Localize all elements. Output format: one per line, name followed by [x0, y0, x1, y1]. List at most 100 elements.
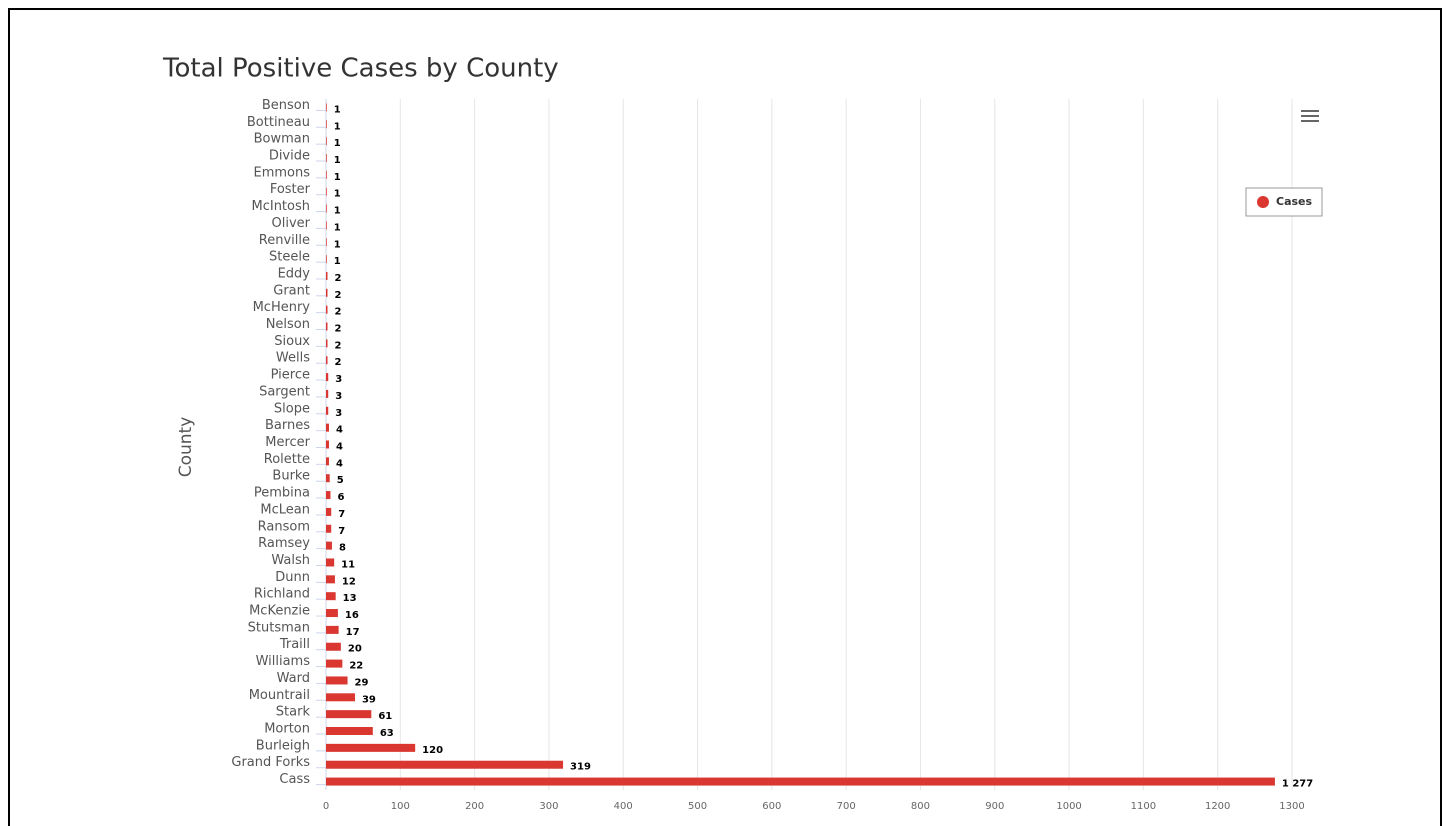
y-axis-title: County [176, 417, 196, 478]
bar [326, 204, 327, 213]
y-tick-label: Traill [279, 637, 310, 652]
bar [326, 693, 355, 702]
chart-title: Total Positive Cases by County [162, 54, 559, 84]
data-label: 1 [334, 138, 341, 149]
y-tick-label: Slope [274, 401, 310, 416]
y-tick-label: Bowman [254, 132, 310, 147]
y-tick-label: McKenzie [249, 604, 310, 619]
x-tick-label: 0 [323, 801, 329, 812]
legend-symbol [1257, 196, 1269, 208]
y-tick-label: Renville [259, 233, 310, 248]
data-label: 1 [334, 104, 341, 115]
x-tick-label: 600 [762, 801, 781, 812]
data-label: 1 [334, 121, 341, 132]
data-label: 7 [338, 526, 345, 537]
y-tick-label: Pierce [271, 368, 310, 383]
y-tick-label: McIntosh [252, 199, 311, 214]
y-tick-label: Ward [277, 671, 310, 686]
data-label: 1 [334, 222, 341, 233]
data-label: 12 [342, 576, 356, 587]
bar [326, 187, 327, 196]
menu-line [1301, 115, 1319, 117]
bar [326, 491, 331, 500]
data-label: 120 [422, 745, 443, 756]
data-label: 39 [362, 694, 376, 705]
y-tick-label: Williams [256, 654, 311, 669]
x-tick-label: 900 [985, 801, 1004, 812]
y-tick-label: Mercer [265, 435, 310, 450]
bar [326, 255, 327, 264]
bar [326, 170, 327, 179]
y-tick-label: Benson [262, 98, 310, 113]
bar [326, 710, 372, 719]
bar [326, 406, 329, 415]
data-label: 1 [334, 155, 341, 166]
y-tick-label: Sioux [274, 334, 310, 349]
x-tick-label: 700 [837, 801, 856, 812]
bar [326, 339, 328, 348]
data-label: 3 [335, 374, 342, 385]
bar [326, 440, 329, 449]
y-tick-label: Morton [264, 722, 310, 737]
data-label: 1 [334, 239, 341, 250]
x-tick-label: 1100 [1131, 801, 1156, 812]
bar [326, 474, 330, 483]
bar [326, 777, 1275, 786]
bar [326, 575, 335, 584]
y-tick-label: Divide [269, 148, 310, 163]
y-tick-label: Eddy [278, 266, 311, 281]
data-label: 1 [334, 189, 341, 200]
data-label: 1 277 [1282, 779, 1313, 790]
data-label: 29 [355, 677, 369, 688]
y-tick-label: Mountrail [249, 688, 310, 703]
data-label: 4 [336, 442, 343, 453]
y-tick-label: Nelson [266, 317, 310, 332]
bar [326, 609, 338, 618]
bar [326, 592, 336, 601]
y-tick-label: Burleigh [256, 738, 310, 753]
bar [326, 642, 341, 651]
x-tick-label: 1200 [1205, 801, 1230, 812]
y-tick-label: Rolette [264, 452, 310, 467]
data-label: 2 [334, 357, 341, 368]
bar [326, 271, 328, 280]
data-label: 13 [343, 593, 357, 604]
data-label: 4 [336, 458, 343, 469]
data-label: 1 [334, 256, 341, 267]
y-tick-label: Dunn [275, 570, 310, 585]
bar [326, 676, 348, 685]
bar [326, 389, 329, 398]
x-tick-label: 400 [614, 801, 633, 812]
bar [326, 238, 327, 247]
data-label: 3 [335, 391, 342, 402]
bar [326, 743, 416, 752]
bar [326, 727, 373, 736]
data-label: 61 [378, 711, 392, 722]
y-tick-label: Richland [254, 587, 310, 602]
y-tick-label: Steele [269, 250, 310, 265]
data-label: 1 [334, 206, 341, 217]
y-tick-label: Burke [272, 469, 310, 484]
bar [326, 103, 327, 112]
y-tick-label: Emmons [253, 165, 310, 180]
x-tick-label: 1000 [1056, 801, 1081, 812]
y-tick-label: Walsh [271, 553, 310, 568]
menu-icon[interactable] [1301, 110, 1319, 122]
menu-line [1301, 110, 1319, 112]
frame [8, 8, 1442, 826]
data-label: 7 [338, 509, 345, 520]
data-label: 4 [336, 425, 343, 436]
x-tick-label: 300 [539, 801, 558, 812]
y-tick-label: Bottineau [247, 115, 310, 130]
x-tick-label: 500 [688, 801, 707, 812]
y-tick-label: Foster [270, 182, 311, 197]
data-label: 20 [348, 644, 362, 655]
bar [326, 137, 327, 146]
bar [326, 423, 329, 432]
y-tick-label: Stark [276, 705, 311, 720]
y-tick-label: Oliver [272, 216, 311, 231]
bar [326, 541, 332, 550]
data-label: 2 [334, 273, 341, 284]
data-label: 2 [334, 290, 341, 301]
